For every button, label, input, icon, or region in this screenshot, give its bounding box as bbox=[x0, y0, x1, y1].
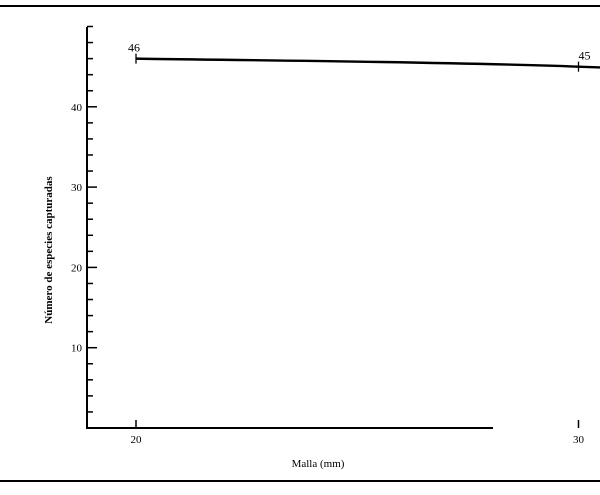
y-tick-label: 20 bbox=[71, 262, 83, 274]
x-tick-label: 20 bbox=[131, 434, 143, 446]
data-line bbox=[135, 57, 600, 69]
y-tick-label: 40 bbox=[71, 102, 83, 114]
y-axis-label: Número de especies capturadas bbox=[43, 176, 55, 324]
data-point-label: 46 bbox=[128, 41, 140, 55]
y-tick-label: 30 bbox=[71, 182, 83, 194]
x-tick-label: 30 bbox=[573, 434, 585, 446]
y-tick-label: 10 bbox=[71, 343, 83, 355]
x-axis-label: Malla (mm) bbox=[292, 458, 345, 470]
data-point-label: 45 bbox=[579, 49, 591, 63]
